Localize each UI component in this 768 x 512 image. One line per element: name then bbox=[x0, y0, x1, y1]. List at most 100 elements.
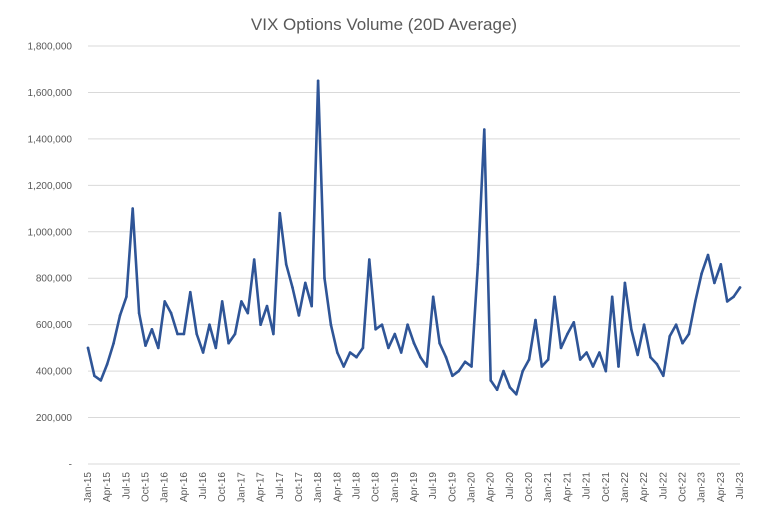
x-tick-label: Apr-19 bbox=[409, 472, 420, 502]
data-point bbox=[105, 362, 109, 366]
data-point bbox=[323, 276, 326, 280]
data-point bbox=[208, 323, 211, 327]
data-point bbox=[713, 281, 716, 285]
x-tick-label: Apr-16 bbox=[179, 472, 190, 502]
x-tick-label: Jan-15 bbox=[83, 472, 94, 503]
x-tick-label: Apr-17 bbox=[256, 472, 267, 502]
data-point bbox=[342, 365, 346, 368]
data-point bbox=[732, 295, 735, 299]
x-tick-label: Oct-22 bbox=[677, 472, 688, 502]
data-point bbox=[419, 355, 422, 359]
x-tick-label: Jan-19 bbox=[390, 472, 401, 503]
data-point bbox=[412, 341, 416, 345]
data-point bbox=[214, 346, 218, 350]
data-point bbox=[195, 332, 198, 336]
data-point bbox=[578, 358, 582, 361]
y-tick-label: 1,200,000 bbox=[28, 181, 73, 192]
data-point bbox=[649, 355, 652, 359]
x-tick-label: Jan-20 bbox=[467, 472, 478, 503]
x-tick-label: Jan-21 bbox=[543, 472, 554, 503]
x-tick-label: Jul-18 bbox=[351, 472, 362, 500]
x-tick-label: Apr-21 bbox=[562, 472, 573, 502]
data-point bbox=[636, 353, 639, 357]
data-point bbox=[489, 379, 493, 382]
data-point bbox=[431, 295, 435, 299]
data-point bbox=[540, 365, 544, 368]
data-point bbox=[738, 286, 742, 289]
data-point bbox=[220, 300, 224, 303]
data-point bbox=[227, 341, 230, 345]
data-point bbox=[655, 362, 659, 366]
data-point bbox=[598, 351, 601, 354]
x-tick-label: Oct-18 bbox=[371, 472, 382, 502]
data-point bbox=[310, 304, 314, 308]
data-point bbox=[297, 314, 301, 317]
y-tick-label: 1,800,000 bbox=[28, 42, 73, 53]
data-point bbox=[233, 332, 237, 336]
data-point bbox=[623, 281, 627, 285]
data-point bbox=[463, 360, 467, 364]
data-point bbox=[355, 355, 358, 359]
x-tick-label: Oct-17 bbox=[294, 472, 305, 502]
data-point bbox=[150, 328, 154, 331]
y-tick-label: 1,000,000 bbox=[28, 227, 73, 238]
series-line bbox=[86, 79, 742, 396]
data-point bbox=[515, 393, 518, 396]
x-tick-label: Jul-19 bbox=[428, 472, 439, 500]
data-point bbox=[694, 300, 697, 303]
data-point bbox=[291, 286, 294, 289]
x-tick-label: Oct-16 bbox=[217, 472, 228, 502]
data-point bbox=[553, 295, 556, 299]
data-point bbox=[137, 311, 141, 315]
data-point bbox=[617, 365, 620, 368]
data-point bbox=[725, 300, 729, 303]
data-point bbox=[483, 128, 486, 131]
data-point bbox=[265, 304, 269, 308]
data-point bbox=[131, 207, 134, 210]
y-tick-label: 1,600,000 bbox=[28, 88, 73, 99]
data-point bbox=[278, 211, 282, 215]
data-point bbox=[246, 311, 250, 315]
data-point bbox=[425, 365, 429, 368]
data-point bbox=[527, 358, 531, 361]
data-point bbox=[182, 332, 186, 336]
x-tick-label: Jul-21 bbox=[582, 472, 593, 500]
data-point bbox=[240, 300, 243, 303]
x-tick-label: Oct-21 bbox=[601, 472, 612, 502]
y-tick-label: - bbox=[69, 460, 72, 471]
data-point bbox=[99, 379, 103, 382]
data-point bbox=[316, 79, 320, 83]
data-point bbox=[201, 351, 205, 354]
data-point bbox=[163, 300, 166, 303]
data-point bbox=[585, 351, 588, 354]
data-point bbox=[668, 335, 671, 338]
data-point bbox=[687, 332, 691, 336]
y-tick-label: 800,000 bbox=[36, 274, 73, 285]
x-tick-label: Jan-18 bbox=[313, 472, 324, 503]
data-point bbox=[284, 263, 288, 266]
y-tick-label: 200,000 bbox=[36, 413, 73, 424]
y-tick-label: 400,000 bbox=[36, 367, 73, 378]
data-point bbox=[681, 341, 684, 345]
x-tick-label: Oct-15 bbox=[141, 472, 152, 502]
data-point bbox=[451, 374, 454, 378]
data-point bbox=[259, 323, 262, 327]
data-point bbox=[304, 281, 307, 285]
data-point bbox=[189, 290, 192, 294]
series-layer bbox=[86, 79, 742, 396]
chart-title: VIX Options Volume (20D Average) bbox=[251, 15, 517, 34]
data-point bbox=[610, 295, 614, 299]
data-point bbox=[630, 328, 633, 331]
data-point bbox=[706, 253, 710, 257]
x-tick-label: Jul-17 bbox=[275, 472, 286, 500]
data-point bbox=[176, 332, 179, 336]
x-tick-label: Apr-18 bbox=[332, 472, 343, 502]
y-tick-label: 600,000 bbox=[36, 320, 73, 331]
data-point bbox=[534, 318, 537, 322]
grid bbox=[88, 45, 740, 465]
y-tick-label: 1,400,000 bbox=[28, 134, 73, 145]
data-point bbox=[521, 369, 524, 373]
data-point bbox=[674, 323, 678, 327]
data-point bbox=[700, 272, 703, 275]
x-tick-label: Jan-16 bbox=[160, 472, 171, 503]
